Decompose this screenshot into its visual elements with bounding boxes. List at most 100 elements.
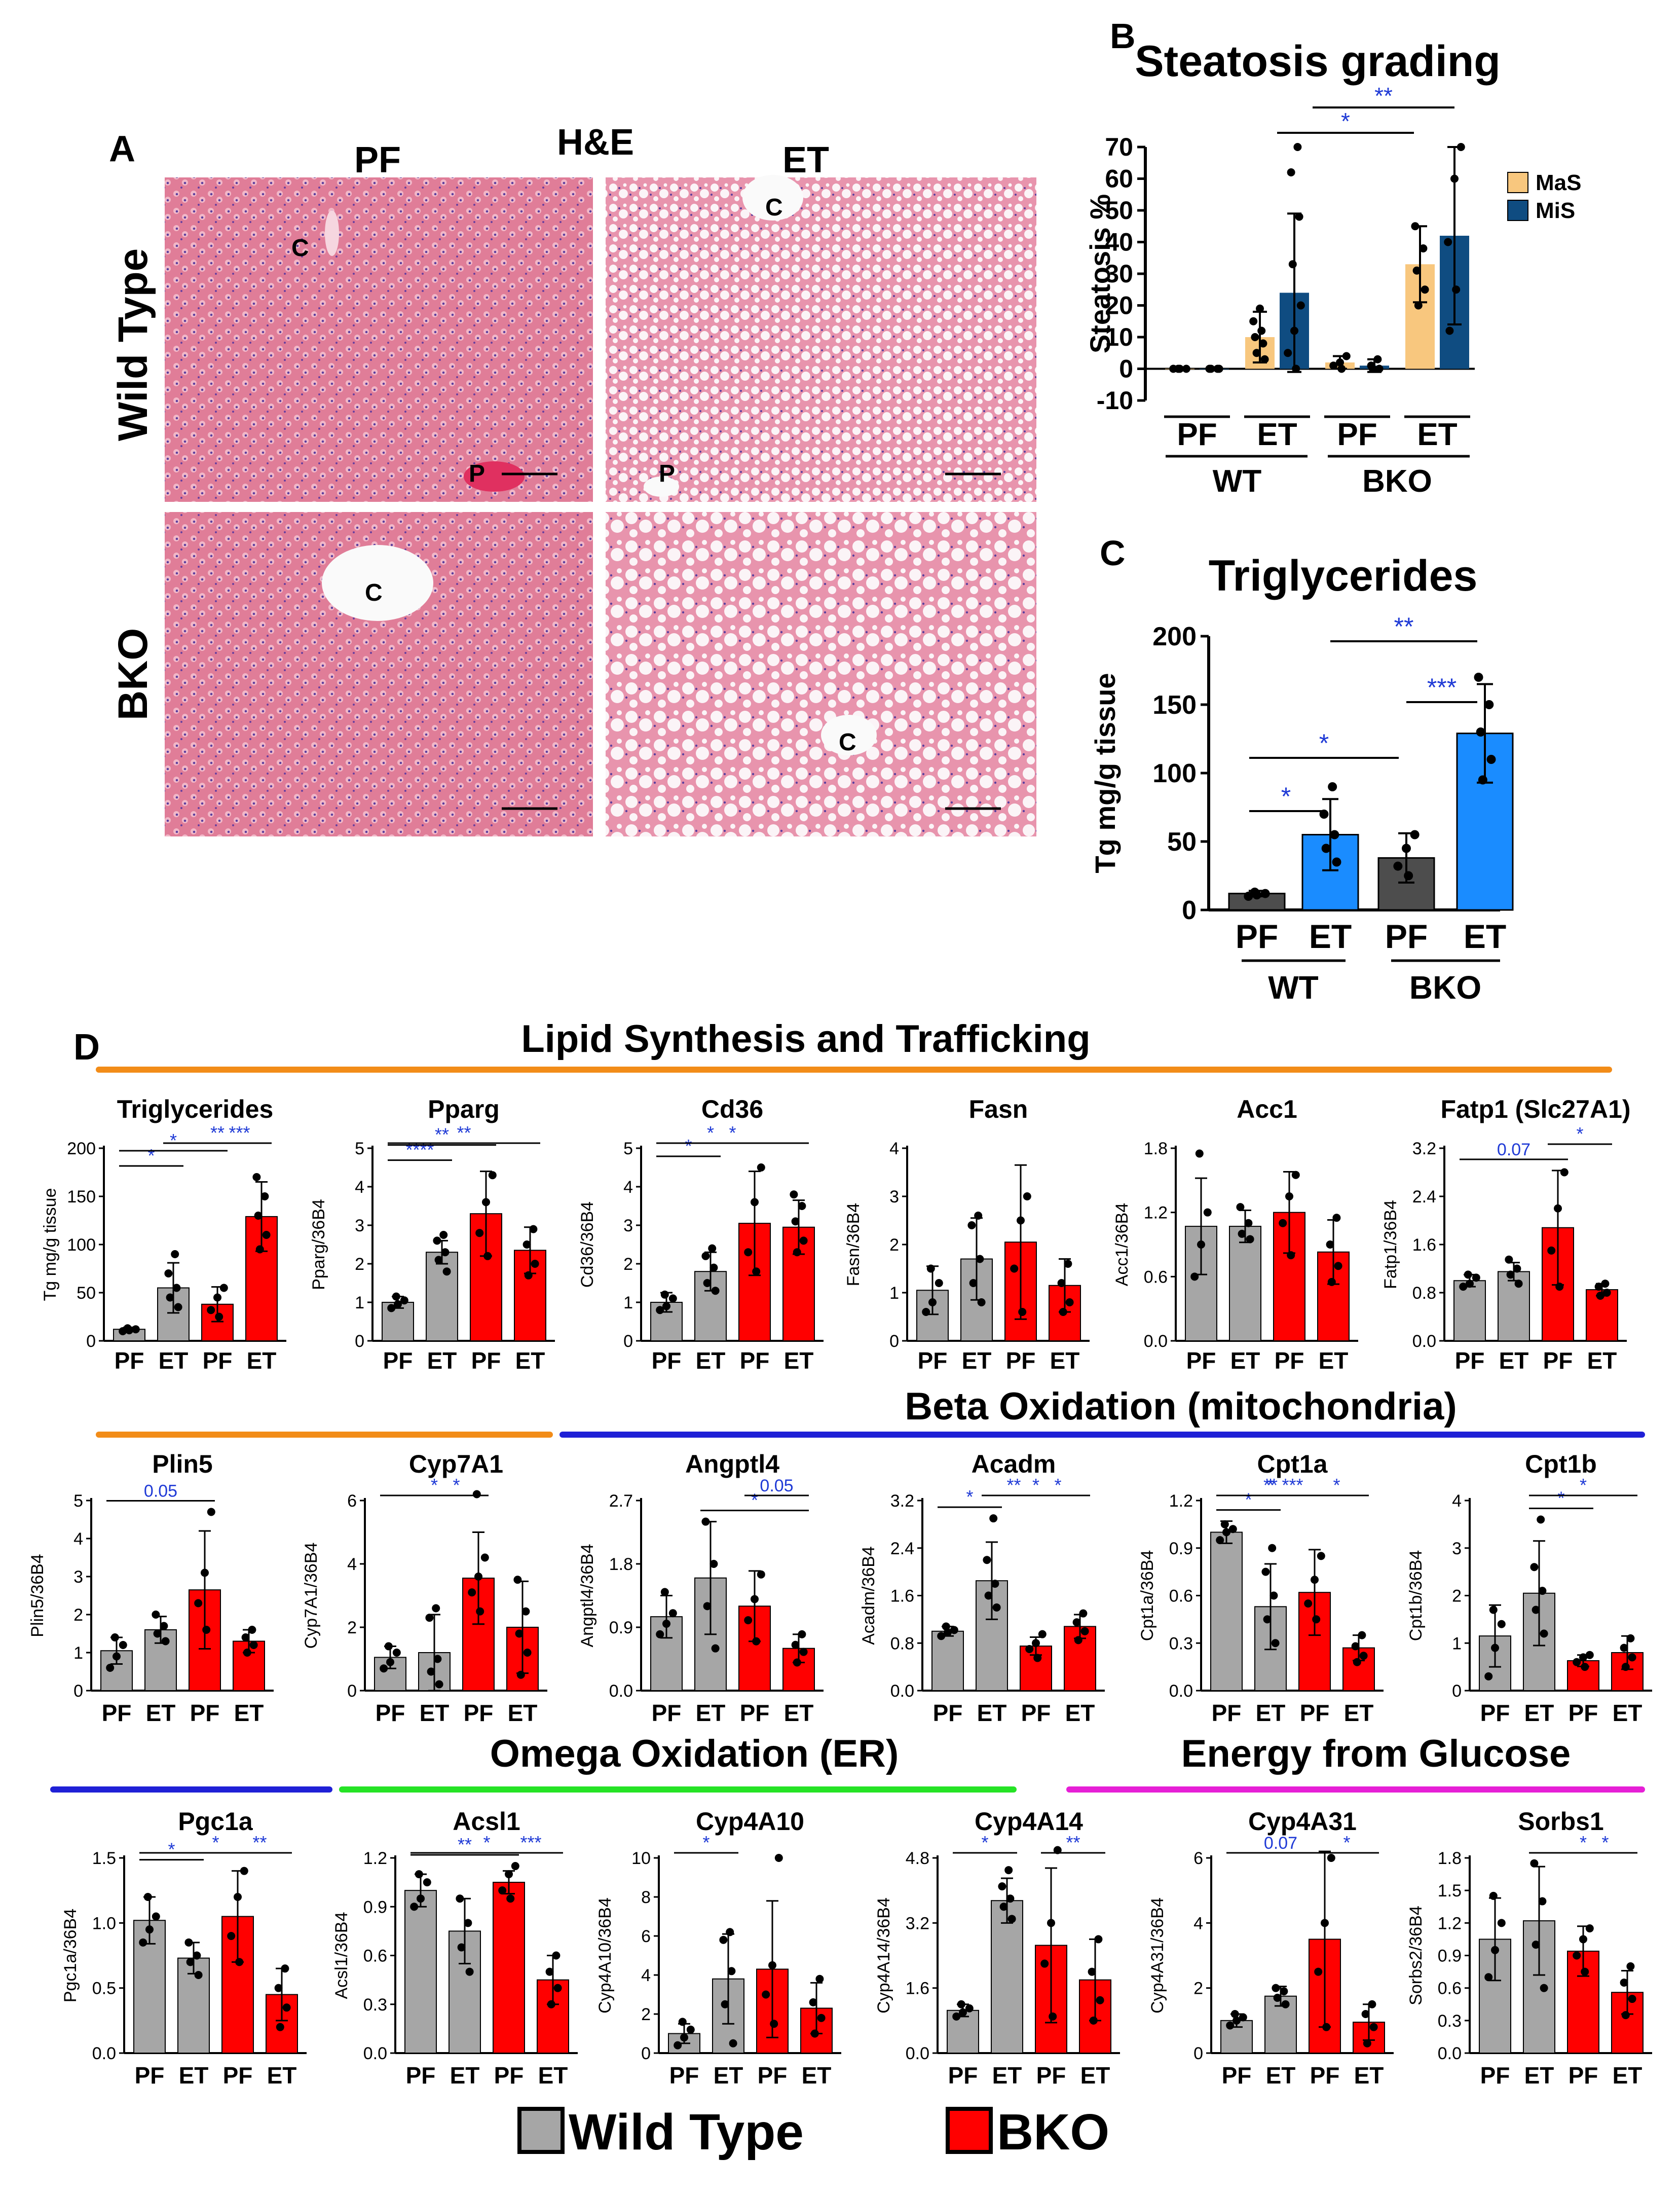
data-point — [1358, 1631, 1366, 1639]
data-point — [686, 2025, 695, 2034]
data-point — [810, 2029, 819, 2038]
data-point — [942, 1622, 950, 1631]
data-point — [1261, 1567, 1270, 1576]
data-point — [770, 2020, 778, 2028]
significance-label: ** — [1263, 1475, 1278, 1495]
data-point — [1023, 1192, 1031, 1200]
legend-swatch-bko — [946, 2107, 993, 2154]
y-tick-label: 1 — [73, 1643, 83, 1663]
data-point — [1497, 1620, 1506, 1628]
y-tick-label: 0 — [73, 1682, 83, 1701]
data-point — [281, 1964, 289, 1973]
y-tick-label: 1.0 — [92, 1914, 116, 1933]
vessel-label: C — [365, 579, 383, 606]
data-point — [729, 2039, 737, 2048]
data-point — [241, 1633, 250, 1641]
y-tick-label: 1.2 — [1169, 1491, 1193, 1511]
data-point — [1359, 1652, 1368, 1660]
y-tick-label: 5 — [73, 1491, 83, 1511]
y-tick-label: 3.2 — [890, 1491, 914, 1511]
x-tick-label: ET — [450, 2062, 480, 2089]
data-point — [1284, 349, 1292, 357]
data-point — [1452, 285, 1461, 294]
data-point — [791, 1640, 800, 1649]
x-tick-label: PF — [1177, 417, 1217, 452]
significance-label: ** — [457, 1122, 471, 1143]
bar — [537, 1979, 569, 2054]
data-point — [957, 2000, 965, 2008]
y-tick-label: 0.5 — [92, 1979, 116, 1998]
y-axis-label: Cyp7A1/36B4 — [302, 1543, 321, 1649]
panel-letter-b: B — [1110, 16, 1136, 56]
x-tick-label: ET — [508, 1700, 538, 1726]
data-point — [752, 1267, 761, 1276]
y-tick-label: 1.8 — [1144, 1139, 1168, 1158]
y-axis-label: Tg mg/g tissue — [1089, 673, 1121, 873]
data-point — [240, 1867, 248, 1875]
data-point — [1017, 1216, 1025, 1225]
group-label-bko: BKO — [1409, 969, 1481, 1006]
y-tick-label: 4.8 — [906, 1849, 929, 1868]
y-tick-label: 0 — [347, 1682, 357, 1701]
data-point — [522, 1240, 531, 1249]
data-point — [1089, 2016, 1098, 2025]
significance-label: ** — [1394, 612, 1414, 641]
data-point — [1304, 1599, 1313, 1608]
data-point — [152, 1912, 160, 1921]
data-point — [751, 1198, 759, 1207]
data-point — [1554, 1204, 1562, 1213]
data-point — [793, 1658, 801, 1667]
vessel-lumen — [464, 461, 525, 492]
data-point — [1228, 1525, 1237, 1533]
y-tick-label: 0.0 — [92, 2044, 116, 2063]
x-tick-label: ET — [1344, 1700, 1374, 1726]
chart-title: Cd36 — [701, 1095, 763, 1123]
data-point — [1049, 2012, 1057, 2021]
data-point — [472, 1490, 481, 1498]
data-point — [969, 1279, 978, 1287]
gene-chart-cyp7a1: Cyp7A1 Cyp7A1/36B4 0 2 4 6 PF ET PF ET * * — [302, 1450, 547, 1726]
data-point — [164, 1269, 173, 1277]
data-point — [719, 1935, 728, 1944]
data-point — [139, 1938, 147, 1947]
data-point — [433, 1655, 442, 1663]
data-point — [674, 2041, 682, 2050]
data-point — [553, 1984, 562, 1992]
data-point — [1579, 1653, 1587, 1662]
data-point — [1246, 1235, 1254, 1244]
data-point — [1363, 2039, 1371, 2048]
gene-chart-cyp4a10: Cyp4A10 Cyp4A10/36B4 0 2 4 6 8 10 PF ET PF ET * — [595, 1807, 841, 2089]
data-point — [194, 1971, 203, 1979]
significance-label: * — [453, 1475, 460, 1495]
gene-chart-plin5: Plin5 Plin5/36B4 0 1 2 3 4 5 PF ET PF ET 0.05 — [28, 1450, 274, 1726]
significance-label: ** — [1374, 83, 1393, 109]
data-point — [798, 1630, 806, 1638]
y-tick-label: 70 — [1105, 133, 1133, 161]
y-axis-label: Cyp4A14/36B4 — [874, 1897, 893, 2014]
y-tick-label: 4 — [889, 1139, 899, 1158]
data-point — [1174, 364, 1182, 373]
data-point — [1476, 727, 1485, 737]
data-point — [1444, 238, 1452, 246]
data-point — [498, 1886, 507, 1895]
bar — [1498, 1271, 1530, 1341]
data-point — [1040, 1959, 1049, 1968]
data-point — [1190, 1272, 1199, 1281]
gene-chart-cpt1b: Cpt1b Cpt1b/36B4 0 1 2 3 4 PF ET PF ET * * — [1406, 1450, 1652, 1726]
data-point — [1280, 1987, 1288, 1996]
vessel-lumen — [742, 175, 803, 221]
significance-label: ** — [435, 1124, 449, 1145]
data-point — [255, 1245, 264, 1254]
gene-chart-fatp1: Fatp1 (Slc27A1) Fatp1/36B4 0.0 0.8 1.6 2.4 3.2… — [1381, 1095, 1631, 1374]
x-tick-label: ET — [1587, 1347, 1617, 1374]
data-point — [394, 1300, 402, 1308]
chart-title: Triglycerides — [1209, 552, 1478, 600]
y-tick-label: 0.9 — [1169, 1539, 1193, 1558]
y-tick-label: 1.2 — [363, 1849, 387, 1868]
data-point — [1197, 1240, 1205, 1249]
data-point — [207, 1508, 215, 1516]
data-point — [186, 1958, 195, 1966]
chart-title: Pgc1a — [178, 1807, 253, 1836]
data-point — [1351, 1642, 1360, 1651]
